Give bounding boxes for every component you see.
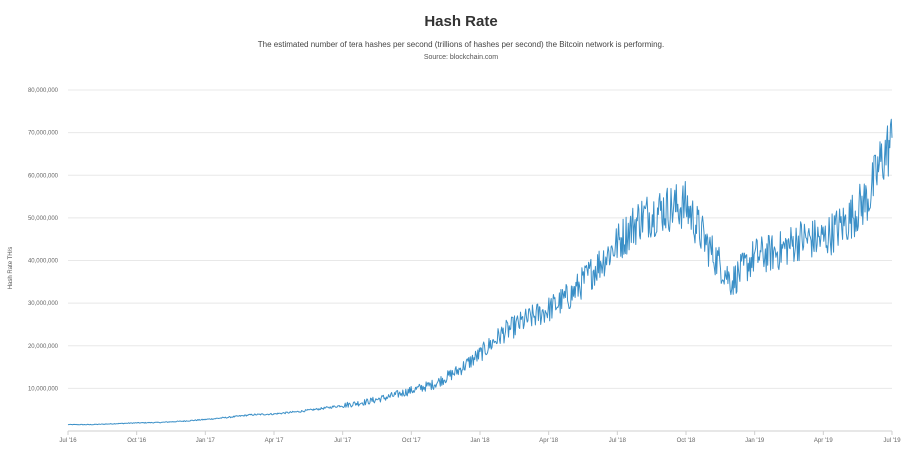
x-tick-label: Jan '18	[470, 438, 490, 444]
chart-subtitle: The estimated number of tera hashes per …	[257, 40, 665, 49]
chart-title: Hash Rate	[424, 13, 498, 30]
x-tick-label: Oct '16	[127, 438, 146, 444]
x-tick-label: Jul '17	[334, 438, 352, 444]
y-tick-label: 40,000,000	[28, 259, 59, 265]
x-tick-label: Jan '19	[745, 438, 765, 444]
hash-rate-series-line[interactable]	[67, 118, 893, 426]
y-axis-ticks: 10,000,000 20,000,000 30,000,000 40,000,000…	[28, 88, 59, 392]
x-axis-ticks: Jul '16 Oct '16 Jan '17 Apr '17 Jul '17 Oct '…	[59, 431, 901, 444]
x-tick-label: Jul '16	[59, 438, 77, 444]
x-tick-label: Apr '18	[539, 438, 558, 444]
x-tick-label: Apr '19	[814, 438, 833, 444]
y-tick-label: 70,000,000	[28, 131, 59, 137]
y-tick-label: 10,000,000	[28, 386, 59, 392]
y-tick-label: 20,000,000	[28, 344, 59, 350]
x-tick-label: Oct '17	[402, 438, 421, 444]
y-tick-label: 80,000,000	[28, 88, 59, 94]
grid-lines	[68, 89, 892, 389]
y-tick-label: 50,000,000	[28, 216, 59, 222]
y-tick-label: 30,000,000	[28, 301, 59, 307]
chart-source: Source: blockchain.com	[423, 54, 499, 61]
x-tick-label: Jul '19	[883, 438, 901, 444]
x-tick-label: Oct '18	[677, 438, 696, 444]
x-tick-label: Apr '17	[265, 438, 284, 444]
x-tick-label: Jul '18	[609, 438, 627, 444]
x-tick-label: Jan '17	[196, 438, 216, 444]
y-tick-label: 60,000,000	[28, 173, 59, 179]
